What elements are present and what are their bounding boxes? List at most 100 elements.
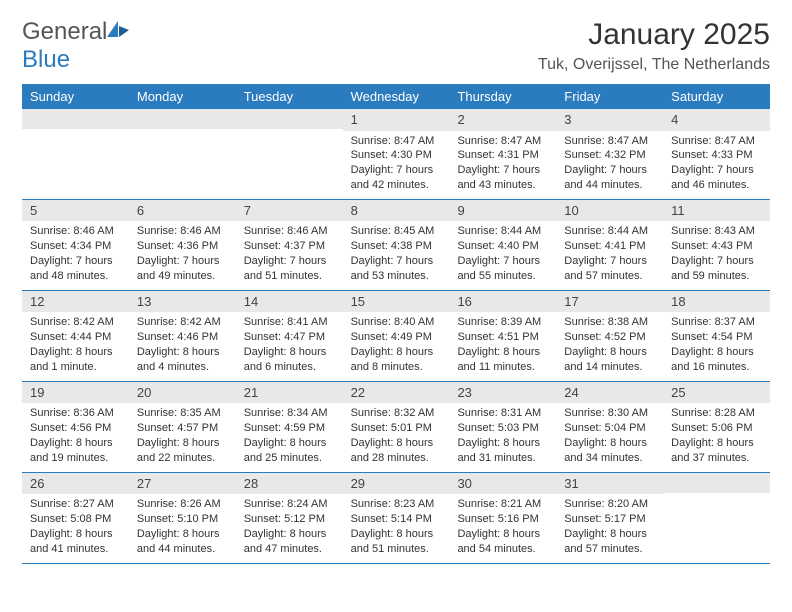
page-title: January 2025	[538, 18, 770, 52]
week-row: 12Sunrise: 8:42 AMSunset: 4:44 PMDayligh…	[22, 291, 770, 382]
sunset-text: Sunset: 4:44 PM	[30, 330, 121, 345]
sunset-text: Sunset: 5:17 PM	[564, 512, 655, 527]
day-cell: 28Sunrise: 8:24 AMSunset: 5:12 PMDayligh…	[236, 473, 343, 563]
sunset-text: Sunset: 4:54 PM	[671, 330, 762, 345]
day-cell: 14Sunrise: 8:41 AMSunset: 4:47 PMDayligh…	[236, 291, 343, 381]
day-body: Sunrise: 8:31 AMSunset: 5:03 PMDaylight:…	[449, 403, 556, 471]
day-cell: 21Sunrise: 8:34 AMSunset: 4:59 PMDayligh…	[236, 382, 343, 472]
day-header-fri: Friday	[556, 84, 663, 109]
daylight-text: Daylight: 8 hours and 6 minutes.	[244, 345, 335, 375]
daylight-text: Daylight: 8 hours and 51 minutes.	[351, 527, 442, 557]
day-body: Sunrise: 8:46 AMSunset: 4:34 PMDaylight:…	[22, 221, 129, 289]
day-cell: 29Sunrise: 8:23 AMSunset: 5:14 PMDayligh…	[343, 473, 450, 563]
sunrise-text: Sunrise: 8:46 AM	[30, 224, 121, 239]
sunset-text: Sunset: 4:36 PM	[137, 239, 228, 254]
daylight-text: Daylight: 8 hours and 34 minutes.	[564, 436, 655, 466]
sunset-text: Sunset: 4:37 PM	[244, 239, 335, 254]
logo-word2: Blue	[22, 46, 70, 73]
day-number: 24	[556, 382, 663, 404]
day-number	[663, 473, 770, 493]
day-cell: 8Sunrise: 8:45 AMSunset: 4:38 PMDaylight…	[343, 200, 450, 290]
day-body: Sunrise: 8:42 AMSunset: 4:46 PMDaylight:…	[129, 312, 236, 380]
day-cell: 24Sunrise: 8:30 AMSunset: 5:04 PMDayligh…	[556, 382, 663, 472]
day-number: 18	[663, 291, 770, 313]
sunset-text: Sunset: 5:06 PM	[671, 421, 762, 436]
day-cell: 16Sunrise: 8:39 AMSunset: 4:51 PMDayligh…	[449, 291, 556, 381]
day-cell: 5Sunrise: 8:46 AMSunset: 4:34 PMDaylight…	[22, 200, 129, 290]
day-number: 10	[556, 200, 663, 222]
sunset-text: Sunset: 4:52 PM	[564, 330, 655, 345]
daylight-text: Daylight: 7 hours and 55 minutes.	[457, 254, 548, 284]
day-body: Sunrise: 8:45 AMSunset: 4:38 PMDaylight:…	[343, 221, 450, 289]
sunrise-text: Sunrise: 8:23 AM	[351, 497, 442, 512]
day-body: Sunrise: 8:32 AMSunset: 5:01 PMDaylight:…	[343, 403, 450, 471]
day-body: Sunrise: 8:47 AMSunset: 4:32 PMDaylight:…	[556, 131, 663, 199]
day-body: Sunrise: 8:39 AMSunset: 4:51 PMDaylight:…	[449, 312, 556, 380]
day-body: Sunrise: 8:47 AMSunset: 4:31 PMDaylight:…	[449, 131, 556, 199]
day-cell: 25Sunrise: 8:28 AMSunset: 5:06 PMDayligh…	[663, 382, 770, 472]
daylight-text: Daylight: 8 hours and 37 minutes.	[671, 436, 762, 466]
sunrise-text: Sunrise: 8:36 AM	[30, 406, 121, 421]
week-row: 5Sunrise: 8:46 AMSunset: 4:34 PMDaylight…	[22, 200, 770, 291]
day-cell: 13Sunrise: 8:42 AMSunset: 4:46 PMDayligh…	[129, 291, 236, 381]
day-body: Sunrise: 8:36 AMSunset: 4:56 PMDaylight:…	[22, 403, 129, 471]
day-header-mon: Monday	[129, 84, 236, 109]
day-cell: 27Sunrise: 8:26 AMSunset: 5:10 PMDayligh…	[129, 473, 236, 563]
day-cell: 7Sunrise: 8:46 AMSunset: 4:37 PMDaylight…	[236, 200, 343, 290]
day-body: Sunrise: 8:42 AMSunset: 4:44 PMDaylight:…	[22, 312, 129, 380]
day-header-tue: Tuesday	[236, 84, 343, 109]
day-number: 7	[236, 200, 343, 222]
sunrise-text: Sunrise: 8:27 AM	[30, 497, 121, 512]
day-body: Sunrise: 8:44 AMSunset: 4:40 PMDaylight:…	[449, 221, 556, 289]
day-number: 19	[22, 382, 129, 404]
day-number: 1	[343, 109, 450, 131]
day-number	[22, 109, 129, 129]
day-body: Sunrise: 8:20 AMSunset: 5:17 PMDaylight:…	[556, 494, 663, 562]
day-body: Sunrise: 8:27 AMSunset: 5:08 PMDaylight:…	[22, 494, 129, 562]
day-number: 14	[236, 291, 343, 313]
sunrise-text: Sunrise: 8:44 AM	[457, 224, 548, 239]
sunset-text: Sunset: 4:59 PM	[244, 421, 335, 436]
daylight-text: Daylight: 8 hours and 57 minutes.	[564, 527, 655, 557]
day-cell: 6Sunrise: 8:46 AMSunset: 4:36 PMDaylight…	[129, 200, 236, 290]
day-cell: 3Sunrise: 8:47 AMSunset: 4:32 PMDaylight…	[556, 109, 663, 199]
daylight-text: Daylight: 7 hours and 57 minutes.	[564, 254, 655, 284]
day-number: 21	[236, 382, 343, 404]
daylight-text: Daylight: 7 hours and 53 minutes.	[351, 254, 442, 284]
daylight-text: Daylight: 8 hours and 41 minutes.	[30, 527, 121, 557]
day-body: Sunrise: 8:47 AMSunset: 4:33 PMDaylight:…	[663, 131, 770, 199]
day-body: Sunrise: 8:40 AMSunset: 4:49 PMDaylight:…	[343, 312, 450, 380]
week-row: 26Sunrise: 8:27 AMSunset: 5:08 PMDayligh…	[22, 473, 770, 564]
sunset-text: Sunset: 5:14 PM	[351, 512, 442, 527]
day-number: 25	[663, 382, 770, 404]
sunrise-text: Sunrise: 8:20 AM	[564, 497, 655, 512]
day-number	[129, 109, 236, 129]
location-label: Tuk, Overijssel, The Netherlands	[538, 56, 770, 74]
day-header-sat: Saturday	[663, 84, 770, 109]
sunset-text: Sunset: 4:49 PM	[351, 330, 442, 345]
daylight-text: Daylight: 7 hours and 59 minutes.	[671, 254, 762, 284]
sunrise-text: Sunrise: 8:45 AM	[351, 224, 442, 239]
day-header-sun: Sunday	[22, 84, 129, 109]
day-cell: 9Sunrise: 8:44 AMSunset: 4:40 PMDaylight…	[449, 200, 556, 290]
sunrise-text: Sunrise: 8:42 AM	[30, 315, 121, 330]
daylight-text: Daylight: 8 hours and 8 minutes.	[351, 345, 442, 375]
sunrise-text: Sunrise: 8:47 AM	[671, 134, 762, 149]
sunset-text: Sunset: 4:57 PM	[137, 421, 228, 436]
sail-icon	[107, 18, 129, 46]
sunrise-text: Sunrise: 8:38 AM	[564, 315, 655, 330]
sunrise-text: Sunrise: 8:37 AM	[671, 315, 762, 330]
sunset-text: Sunset: 5:03 PM	[457, 421, 548, 436]
calendar: Sunday Monday Tuesday Wednesday Thursday…	[22, 84, 770, 564]
day-cell: 4Sunrise: 8:47 AMSunset: 4:33 PMDaylight…	[663, 109, 770, 199]
daylight-text: Daylight: 7 hours and 46 minutes.	[671, 163, 762, 193]
sunset-text: Sunset: 4:34 PM	[30, 239, 121, 254]
day-body: Sunrise: 8:28 AMSunset: 5:06 PMDaylight:…	[663, 403, 770, 471]
title-block: January 2025 Tuk, Overijssel, The Nether…	[538, 18, 770, 74]
daylight-text: Daylight: 8 hours and 14 minutes.	[564, 345, 655, 375]
day-body: Sunrise: 8:35 AMSunset: 4:57 PMDaylight:…	[129, 403, 236, 471]
day-cell: 18Sunrise: 8:37 AMSunset: 4:54 PMDayligh…	[663, 291, 770, 381]
day-number: 2	[449, 109, 556, 131]
sunset-text: Sunset: 4:56 PM	[30, 421, 121, 436]
day-number: 28	[236, 473, 343, 495]
